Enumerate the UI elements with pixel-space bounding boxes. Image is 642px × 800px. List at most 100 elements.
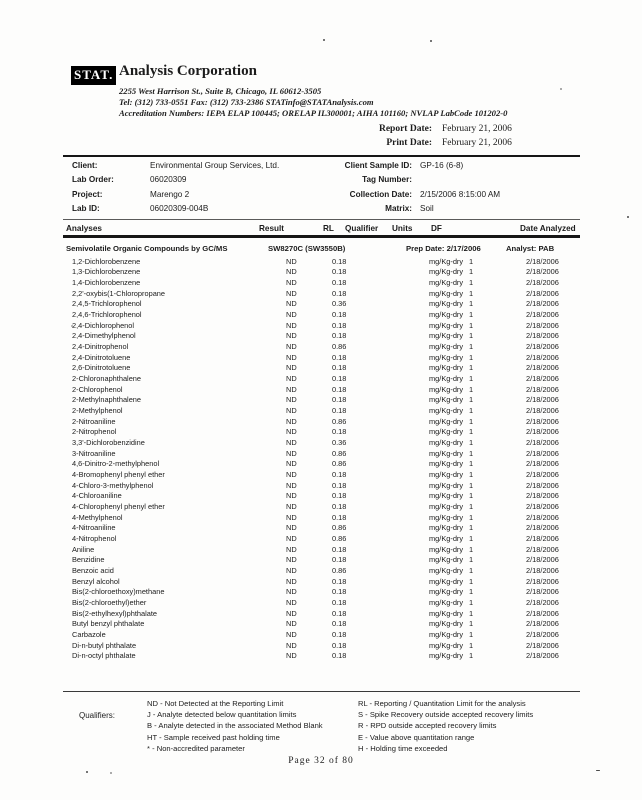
analyte-name: 4-Chlorophenyl phenyl ether xyxy=(72,501,165,511)
legend-left-text: * - Non-accredited parameter xyxy=(147,743,245,753)
analyte-name: 2-Nitroaniline xyxy=(72,416,116,426)
table-row: 2,4-Dichlorophenol ND 0.18 mg/Kg-dry 1 2… xyxy=(0,321,642,332)
df-value: 1 xyxy=(469,288,474,298)
divider-table-header xyxy=(63,235,580,238)
rl-value: 0.18 xyxy=(332,395,347,405)
result-value: ND xyxy=(286,363,297,373)
table-row: 2-Nitroaniline ND 0.86 mg/Kg-dry 1 2/18/… xyxy=(0,417,642,428)
legend-left-text: HT - Sample received past holding time xyxy=(147,732,280,742)
result-value: ND xyxy=(286,427,297,437)
table-row: 2-Methylnaphthalene ND 0.18 mg/Kg-dry 1 … xyxy=(0,395,642,406)
analyte-name: 2,6-Dinitrotoluene xyxy=(72,363,131,373)
rl-value: 0.18 xyxy=(332,630,347,640)
table-row: 4-Methylphenol ND 0.18 mg/Kg-dry 1 2/18/… xyxy=(0,513,642,524)
df-value: 1 xyxy=(469,373,474,383)
units-value: mg/Kg-dry xyxy=(429,267,464,277)
analyte-name: Benzoic acid xyxy=(72,565,114,575)
qualifiers-label: Qualifiers: xyxy=(79,711,116,720)
divider-top xyxy=(63,155,580,157)
rl-value: 0.18 xyxy=(332,640,347,650)
company-name: Analysis Corporation xyxy=(119,63,257,79)
units-value: mg/Kg-dry xyxy=(429,448,464,458)
date-analyzed-value: 2/18/2006 xyxy=(526,352,559,362)
units-value: mg/Kg-dry xyxy=(429,491,464,501)
rl-value: 0.18 xyxy=(332,405,347,415)
result-value: ND xyxy=(286,331,297,341)
result-value: ND xyxy=(286,405,297,415)
df-value: 1 xyxy=(469,640,474,650)
result-value: ND xyxy=(286,651,297,661)
units-value: mg/Kg-dry xyxy=(429,459,464,469)
units-value: mg/Kg-dry xyxy=(429,373,464,383)
df-value: 1 xyxy=(469,384,474,394)
result-value: ND xyxy=(286,299,297,309)
divider-info xyxy=(63,219,580,220)
date-analyzed-value: 2/18/2006 xyxy=(526,565,559,575)
table-row: 2,4,5-Trichlorophenol ND 0.36 mg/Kg-dry … xyxy=(0,299,642,310)
info-value-right: GP-16 (6-8) xyxy=(420,161,464,170)
legend-right-text: RL - Reporting / Quantitation Limit for … xyxy=(358,699,526,708)
result-value: ND xyxy=(286,384,297,394)
qualifier-legend: ND - Not Detected at the Reporting Limit… xyxy=(0,699,642,755)
analyte-name: Butyl benzyl phthalate xyxy=(72,619,145,629)
info-label-left: Client: xyxy=(72,161,98,170)
rl-value: 0.18 xyxy=(332,373,347,383)
result-value: ND xyxy=(286,523,297,533)
analyte-name: 2,2'-oxybis(1-Chloropropane xyxy=(72,288,166,298)
rl-value: 0.18 xyxy=(332,427,347,437)
info-label-left: Project: xyxy=(72,189,103,199)
rl-value: 0.18 xyxy=(332,619,347,629)
rl-value: 0.36 xyxy=(332,299,347,309)
result-value: ND xyxy=(286,480,297,490)
analyte-name: 3,3'-Dichlorobenzidine xyxy=(72,437,145,447)
col-header-df: DF xyxy=(431,224,442,233)
table-row: 4-Nitroaniline ND 0.86 mg/Kg-dry 1 2/18/… xyxy=(0,523,642,534)
df-value: 1 xyxy=(469,331,474,341)
rl-value: 0.18 xyxy=(332,598,347,607)
rl-value: 0.18 xyxy=(332,363,347,373)
date-analyzed-value: 2/18/2006 xyxy=(526,651,559,661)
scan-speck xyxy=(110,772,112,774)
scan-speck xyxy=(71,325,73,327)
analyte-name: Bis(2-chloroethoxy)methane xyxy=(72,587,165,597)
rl-value: 0.18 xyxy=(332,320,347,330)
scan-speck xyxy=(430,40,432,42)
df-value: 1 xyxy=(469,501,474,511)
rl-value: 0.86 xyxy=(332,448,347,458)
units-value: mg/Kg-dry xyxy=(429,331,464,341)
df-value: 1 xyxy=(469,565,474,575)
df-value: 1 xyxy=(469,352,474,362)
table-row: Bis(2-chloroethyl)ether ND 0.18 mg/Kg-dr… xyxy=(0,598,642,609)
date-analyzed-value: 2/18/2006 xyxy=(526,619,559,629)
table-row: 2,4-Dimethylphenol ND 0.18 mg/Kg-dry 1 2… xyxy=(0,331,642,342)
units-value: mg/Kg-dry xyxy=(429,277,464,287)
result-value: ND xyxy=(286,256,297,266)
analyte-name: 2-Chlorophenol xyxy=(72,384,123,394)
date-analyzed-value: 2/18/2006 xyxy=(526,523,559,533)
info-value-left: Environmental Group Services, Ltd. xyxy=(150,161,280,170)
date-analyzed-value: 2/18/2006 xyxy=(526,640,559,650)
table-row: 1,2-Dichlorobenzene ND 0.18 mg/Kg-dry 1 … xyxy=(0,257,642,268)
analyte-name: Bis(2-chloroethyl)ether xyxy=(72,598,147,607)
date-analyzed-value: 2/18/2006 xyxy=(526,576,559,586)
result-value: ND xyxy=(286,544,297,554)
units-value: mg/Kg-dry xyxy=(429,523,464,533)
rl-value: 0.18 xyxy=(332,587,347,597)
rl-value: 0.18 xyxy=(332,512,347,522)
date-analyzed-value: 2/18/2006 xyxy=(526,608,559,618)
result-value: ND xyxy=(286,309,297,319)
rl-value: 0.18 xyxy=(332,651,347,661)
analyte-name: 4-Methylphenol xyxy=(72,512,123,522)
table-header-row: Analyses Result RL Qualifier Units DF Da… xyxy=(0,224,642,235)
df-value: 1 xyxy=(469,469,474,479)
table-row: Carbazole ND 0.18 mg/Kg-dry 1 2/18/2006 xyxy=(0,630,642,641)
units-value: mg/Kg-dry xyxy=(429,352,464,362)
results-table-body: 1,2-Dichlorobenzene ND 0.18 mg/Kg-dry 1 … xyxy=(0,257,642,663)
rl-value: 0.18 xyxy=(332,267,347,277)
legend-row: ND - Not Detected at the Reporting Limit… xyxy=(0,699,642,710)
analyte-name: 2-Methylphenol xyxy=(72,405,123,415)
section-prep-date: Prep Date: 2/17/2006 xyxy=(406,244,481,253)
result-value: ND xyxy=(286,341,297,351)
table-row: 4,6-Dinitro-2-methylphenol ND 0.86 mg/Kg… xyxy=(0,459,642,470)
legend-left-text: B - Analyte detected in the associated M… xyxy=(147,721,323,731)
